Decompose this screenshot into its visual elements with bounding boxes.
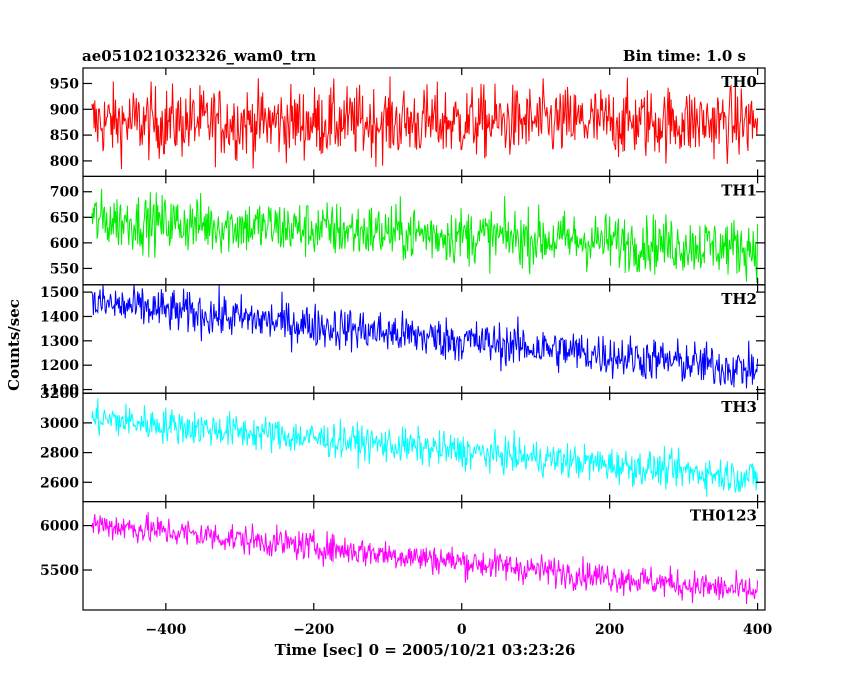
panel-label: TH0	[721, 73, 757, 91]
y-tick-label: 600	[50, 236, 79, 252]
series-line-th1	[91, 188, 759, 283]
panel-label: TH3	[721, 398, 757, 416]
y-axis-label: Counts/sec	[5, 299, 23, 391]
y-tick-label: 1300	[40, 334, 79, 350]
x-tick-label: −200	[293, 622, 334, 638]
bin-time-label: Bin time: 1.0 s	[623, 47, 746, 65]
panel-th1: 550 600 650 700 TH1	[50, 175, 766, 286]
x-tick-label: 400	[743, 622, 772, 638]
y-tick-label: 550	[50, 261, 79, 277]
y-tick-label: 2600	[40, 475, 79, 491]
y-tick-label: 950	[50, 76, 79, 92]
panel-th0123: 5500 6000 TH0123	[40, 501, 766, 611]
x-tick-label: −400	[145, 622, 186, 638]
x-axis-label: Time [sec] 0 = 2005/10/21 03:23:26	[275, 641, 576, 659]
series-line-th0	[91, 76, 759, 170]
y-tick-label: 3000	[40, 416, 79, 432]
panel-th0: 800 850 900 950 TH0	[50, 67, 766, 178]
panels-group: 800 850 900 950 TH0 550 600 650 700 TH1 1100 1200 13…	[40, 67, 772, 638]
y-tick-label: 1200	[40, 358, 79, 374]
y-tick-label: 6000	[40, 519, 79, 535]
x-tick-label: 200	[595, 622, 624, 638]
series-line-th3	[91, 398, 759, 497]
y-tick-label: 2800	[40, 446, 79, 462]
panel-th3: 2600 2800 3000 3200 TH3	[40, 386, 766, 503]
panel-th2: 1100 1200 1300 1400 1500 TH2	[40, 284, 766, 399]
y-tick-label: 800	[50, 154, 79, 170]
panel-label: TH2	[721, 290, 757, 308]
y-tick-label: 900	[50, 102, 79, 118]
y-tick-label: 650	[50, 210, 79, 226]
y-tick-label: 5500	[40, 563, 79, 579]
chart-title: ae051021032326_wam0_trn	[82, 47, 316, 65]
series-line-th2	[91, 284, 759, 389]
x-tick-label: 0	[457, 622, 467, 638]
panel-frame	[82, 501, 766, 611]
y-tick-label: 850	[50, 128, 79, 144]
panel-frame	[82, 392, 766, 503]
panel-label: TH0123	[690, 507, 757, 525]
y-tick-label: 1100	[40, 383, 79, 399]
panel-label: TH1	[721, 181, 757, 199]
y-tick-label: 1500	[40, 285, 79, 301]
y-tick-label: 3200	[40, 386, 79, 402]
y-tick-label: 1400	[40, 309, 79, 325]
series-line-th0123	[91, 512, 759, 605]
y-tick-label: 700	[50, 185, 79, 201]
